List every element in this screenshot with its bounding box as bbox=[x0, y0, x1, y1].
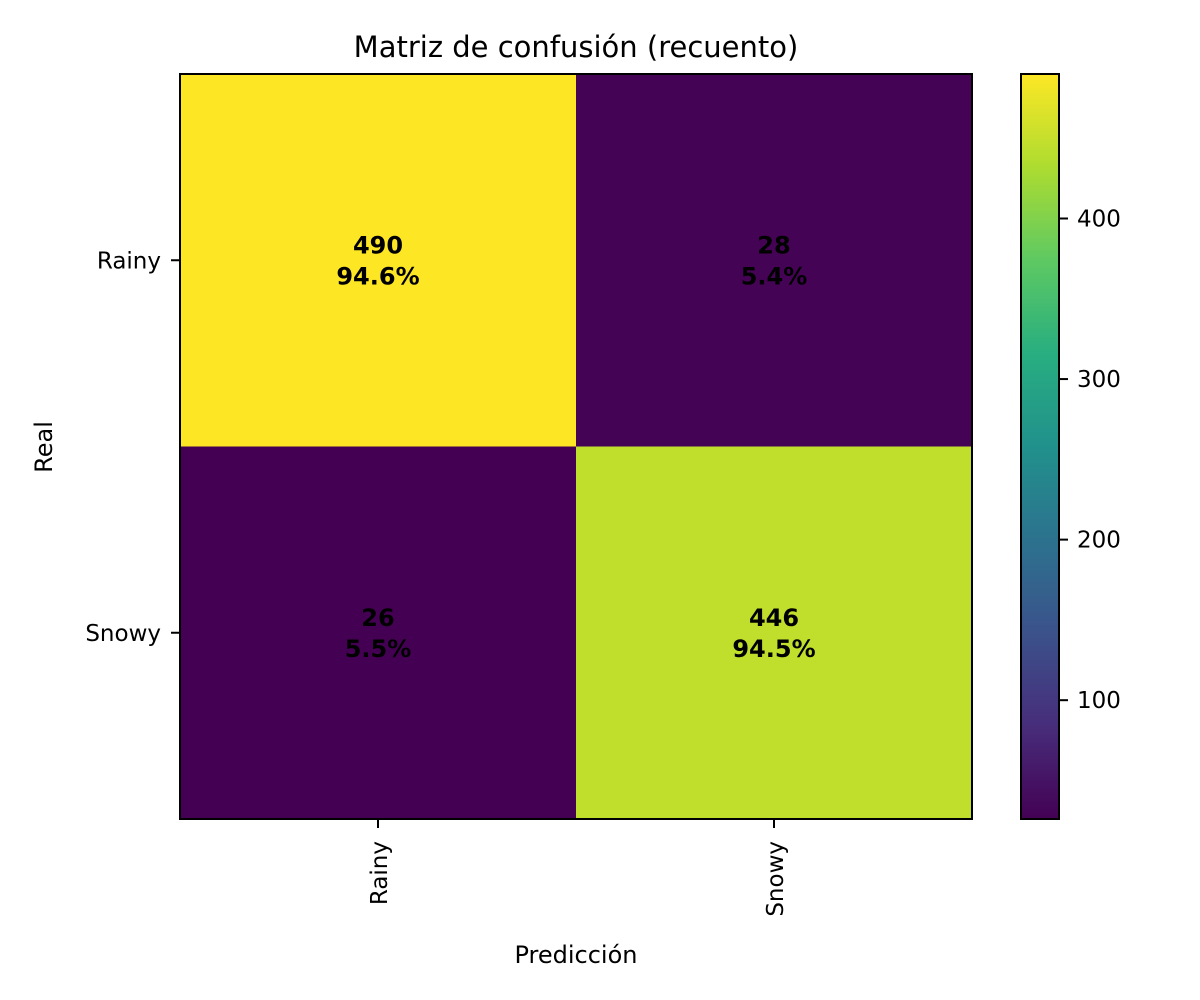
x-axis-ticks: Rainy Snowy bbox=[367, 819, 789, 917]
x-tick-label: Rainy bbox=[367, 841, 393, 905]
x-tick-label: Snowy bbox=[763, 841, 789, 917]
cell-rainy-snowy bbox=[576, 74, 972, 447]
colorbar bbox=[1020, 73, 1060, 820]
colorbar-tick-label: 300 bbox=[1077, 367, 1121, 393]
colorbar-ticks: 100 200 300 400 bbox=[1059, 207, 1121, 714]
y-tick-label: Snowy bbox=[85, 621, 161, 647]
cell-percent-label: 5.5% bbox=[345, 635, 412, 663]
cell-count-label: 28 bbox=[757, 231, 790, 259]
cell-rainy-rainy bbox=[180, 74, 576, 447]
cell-count-label: 26 bbox=[361, 604, 394, 632]
cell-percent-label: 5.4% bbox=[741, 262, 808, 290]
cell-count-label: 490 bbox=[353, 231, 403, 259]
y-axis-label: Real bbox=[30, 421, 58, 473]
colorbar-tick-label: 100 bbox=[1077, 688, 1121, 714]
cell-percent-label: 94.6% bbox=[336, 262, 419, 290]
heatmap-cells: 490 94.6% 28 5.4% 26 5.5% 446 94.5% bbox=[180, 74, 972, 819]
cell-snowy-rainy bbox=[180, 446, 576, 819]
cell-snowy-snowy bbox=[576, 446, 972, 819]
colorbar-tick-label: 400 bbox=[1077, 207, 1121, 233]
x-axis-label: Predicción bbox=[514, 941, 637, 969]
cell-percent-label: 94.5% bbox=[732, 635, 815, 663]
y-axis-ticks: Rainy Snowy bbox=[85, 248, 180, 647]
y-tick-label: Rainy bbox=[97, 248, 161, 274]
cell-count-label: 446 bbox=[749, 604, 799, 632]
chart-title: Matriz de confusión (recuento) bbox=[354, 30, 799, 64]
colorbar-tick-label: 200 bbox=[1077, 528, 1121, 554]
plot-frame bbox=[179, 73, 973, 820]
